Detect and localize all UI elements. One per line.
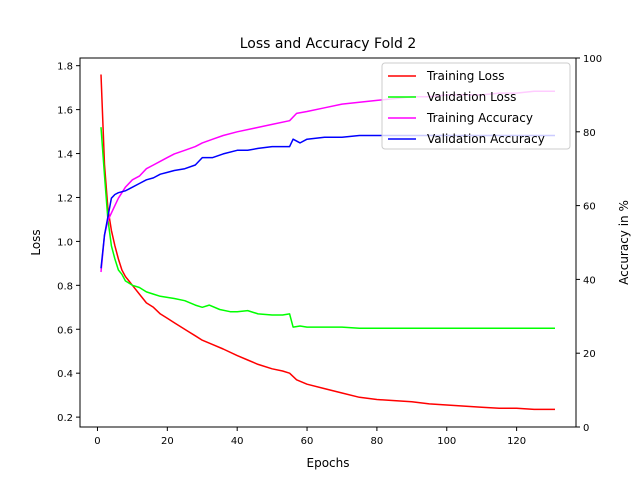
legend: Training Loss Validation Loss Training Acc… [381, 62, 571, 150]
y-tick-label-0: 0.2 [57, 413, 73, 424]
y2-tick-label-0: 0 [583, 423, 589, 434]
y-tick-label-1: 0.4 [57, 369, 73, 380]
y-tick-label-8: 1.8 [57, 62, 73, 73]
series-line-0 [100, 74, 555, 411]
y-tick-label-4: 1.0 [57, 237, 73, 248]
legend-label-3: Validation Accuracy [427, 132, 545, 146]
y2-tick-label-2: 40 [583, 275, 596, 286]
y2-axis-label: Accuracy in % [617, 200, 631, 285]
y2-tick-label-3: 60 [583, 202, 596, 213]
x-tick-label-3: 60 [301, 436, 314, 447]
y-tick-label-2: 0.6 [57, 325, 73, 336]
chart-title: Loss and Accuracy Fold 2 [240, 36, 417, 52]
y-axis-left: 0.2 0.4 0.6 0.8 1.0 1.2 1.4 1.6 1.8 [57, 62, 80, 424]
y-tick-label-3: 0.8 [57, 281, 73, 292]
y-axis-right: 0 20 40 60 80 100 [576, 54, 602, 434]
y2-tick-label-5: 100 [583, 54, 602, 65]
y-tick-label-7: 1.6 [57, 106, 73, 117]
plot-frame [79, 57, 577, 428]
series-line-1 [100, 127, 555, 329]
x-axis: 0 20 40 60 80 100 120 [94, 427, 526, 447]
y2-tick-label-1: 20 [583, 349, 596, 360]
y2-tick-label-4: 80 [583, 128, 596, 139]
legend-box [381, 62, 571, 150]
x-axis-label: Epochs [307, 456, 350, 470]
x-tick-label-0: 0 [94, 436, 100, 447]
y-tick-label-6: 1.4 [57, 150, 73, 161]
x-tick-label-5: 100 [437, 436, 456, 447]
legend-label-2: Training Accuracy [426, 111, 533, 125]
y-axis-label: Loss [29, 229, 43, 255]
legend-label-0: Training Loss [426, 69, 504, 83]
x-tick-label-6: 120 [507, 436, 526, 447]
series-line-3 [100, 134, 555, 269]
y-tick-label-5: 1.2 [57, 193, 73, 204]
x-tick-label-4: 80 [371, 436, 384, 447]
x-tick-label-2: 40 [231, 436, 244, 447]
x-tick-label-1: 20 [161, 436, 174, 447]
legend-label-1: Validation Loss [427, 90, 516, 104]
